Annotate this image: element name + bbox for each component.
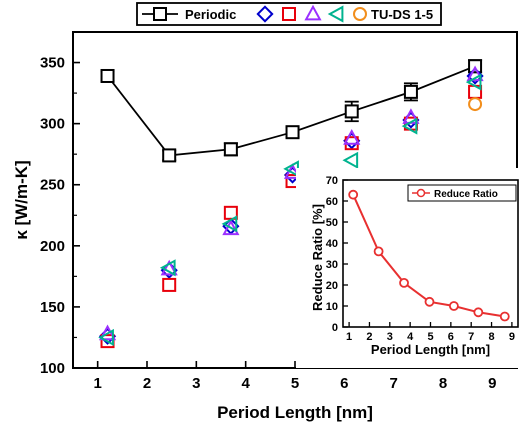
inset-y-tick-label: 20 bbox=[326, 280, 338, 292]
legend-label-periodic: Periodic bbox=[185, 7, 236, 22]
inset-legend-label: Reduce Ratio bbox=[434, 189, 498, 200]
data-point-triangle-up bbox=[98, 324, 117, 341]
reduce-ratio-point bbox=[348, 189, 359, 200]
inset-y-tick-label: 40 bbox=[326, 238, 338, 250]
y-tick-label: 250 bbox=[40, 177, 65, 194]
legend-marker-circle bbox=[353, 7, 367, 21]
data-point-triangle-up bbox=[160, 259, 178, 276]
inset-x-tick-label: 2 bbox=[366, 331, 372, 343]
data-point-triangle-left bbox=[159, 259, 176, 277]
inset-y-tick-label: 50 bbox=[326, 217, 338, 229]
y-tick-label: 100 bbox=[40, 360, 65, 377]
data-point-periodic bbox=[223, 142, 238, 157]
data-point-triangle-left bbox=[401, 117, 418, 135]
inset-y-tick-label: 60 bbox=[326, 196, 338, 208]
data-point-periodic bbox=[403, 84, 418, 99]
inset-x-tick-label: 1 bbox=[346, 331, 352, 343]
y-tick-label: 150 bbox=[40, 299, 65, 316]
data-point-periodic bbox=[162, 148, 177, 163]
y-tick-label: 300 bbox=[40, 116, 65, 133]
reduce-ratio-point bbox=[373, 246, 384, 257]
series-triangle-up bbox=[98, 65, 484, 341]
x-tick-label: 9 bbox=[488, 375, 496, 392]
y-axis-title: κ [W/m-K] bbox=[12, 160, 31, 239]
x-tick-label: 5 bbox=[291, 375, 299, 392]
x-tick-label: 6 bbox=[340, 375, 348, 392]
inset-legend-marker bbox=[416, 188, 426, 198]
inset-plot: 1 2 3 4 5 6 7 8 9 0 10 20 30 40 50 60 70 Period Length [n… bbox=[296, 168, 519, 368]
reduce-ratio-point bbox=[499, 311, 510, 322]
inset-y-tick-label: 30 bbox=[326, 259, 338, 271]
inset-x-tick-label: 5 bbox=[427, 331, 433, 343]
data-point-triangle-up bbox=[466, 65, 484, 82]
data-point-triangle-left bbox=[342, 151, 359, 169]
legend-marker-triangle-up bbox=[304, 4, 322, 21]
legend-marker-triangle-left bbox=[327, 5, 344, 23]
x-tick-label: 3 bbox=[192, 375, 200, 392]
data-point-periodic bbox=[100, 68, 115, 83]
inset-y-axis-title: Reduce Ratio [%] bbox=[310, 204, 325, 311]
legend-marker-square bbox=[282, 7, 296, 21]
data-point-triangle-up bbox=[343, 129, 361, 145]
legend-marker-diamond bbox=[256, 5, 274, 23]
reduce-ratio-point bbox=[449, 301, 459, 311]
legend-marker-periodic bbox=[153, 7, 167, 21]
legend-label-tuds: TU-DS 1-5 bbox=[371, 7, 433, 22]
inset-x-axis-title: Period Length [nm] bbox=[371, 342, 490, 357]
inset-legend-frame bbox=[407, 184, 517, 202]
legend-frame bbox=[136, 2, 442, 26]
x-tick-label: 4 bbox=[241, 375, 250, 392]
inset-y-tick-label: 10 bbox=[326, 301, 338, 313]
data-point-triangle-left bbox=[221, 215, 238, 233]
inset-x-tick-label: 3 bbox=[387, 331, 393, 343]
reduce-ratio-point bbox=[399, 277, 409, 288]
x-tick-label: 2 bbox=[143, 375, 151, 392]
legend: Periodic TU-DS 1-5 bbox=[136, 2, 442, 26]
x-tick-label: 8 bbox=[439, 375, 447, 392]
inset-x-tick-label: 8 bbox=[488, 331, 494, 343]
data-point-triangle-left bbox=[465, 73, 482, 91]
x-tick-label: 1 bbox=[93, 375, 101, 392]
series-circle bbox=[468, 97, 483, 112]
y-tick-label: 350 bbox=[40, 55, 65, 72]
data-point-triangle-up bbox=[222, 219, 240, 236]
data-point-square bbox=[162, 277, 177, 292]
reduce-ratio-point bbox=[473, 307, 484, 318]
series-triangle-left bbox=[98, 73, 482, 347]
data-point-diamond bbox=[466, 67, 484, 85]
reduce-ratio-point bbox=[424, 296, 435, 307]
inset-x-tick-label: 4 bbox=[407, 331, 414, 343]
x-tick-label: 7 bbox=[389, 375, 397, 392]
data-point-periodic bbox=[285, 125, 300, 140]
data-point-periodic bbox=[344, 104, 359, 119]
series-square-errorbar bbox=[100, 59, 483, 163]
inset-x-tick-label: 7 bbox=[468, 331, 474, 343]
y-tick-label: 200 bbox=[40, 238, 65, 255]
inset-y-tick-label: 70 bbox=[326, 175, 338, 187]
inset-x-tick-label: 6 bbox=[448, 331, 454, 343]
inset-y-tick-label: 0 bbox=[332, 322, 338, 334]
periodic-line bbox=[106, 65, 476, 157]
data-point-triangle-left bbox=[98, 328, 114, 347]
inset-x-tick-label: 9 bbox=[509, 331, 515, 343]
x-axis-title: Period Length [nm] bbox=[217, 403, 373, 422]
data-point-circle bbox=[468, 97, 483, 112]
